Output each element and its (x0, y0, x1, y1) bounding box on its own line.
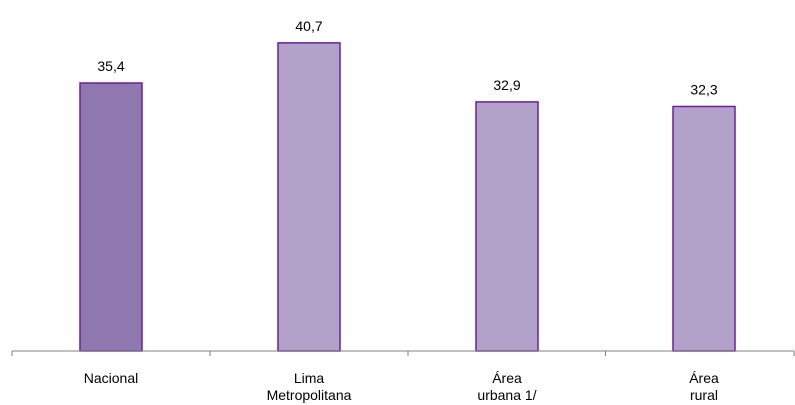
bars-group (79, 42, 736, 352)
value-label: 40,7 (295, 18, 322, 34)
category-label: rural (690, 387, 718, 403)
category-label: urbana 1/ (477, 387, 536, 403)
value-labels-group: 35,4 40,7 32,9 32,3 (97, 18, 717, 98)
value-label: 35,4 (97, 58, 124, 74)
bar (79, 82, 143, 352)
value-label: 32,3 (690, 81, 717, 97)
category-label: Área (689, 370, 719, 386)
category-label: Lima (294, 370, 325, 386)
x-axis (11, 350, 795, 356)
value-label: 32,9 (493, 77, 520, 93)
bar (277, 42, 341, 352)
bar (672, 105, 736, 352)
bar (475, 101, 539, 352)
category-label: Nacional (84, 370, 138, 386)
category-label: Metropolitana (267, 387, 352, 403)
category-label: Área (492, 370, 522, 386)
